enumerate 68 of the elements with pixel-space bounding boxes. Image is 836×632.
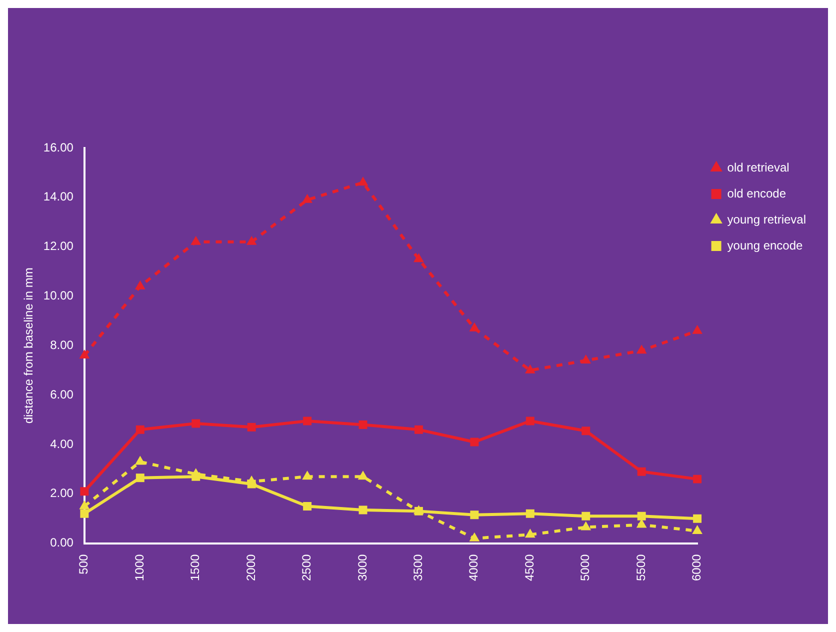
legend-label: old encode (727, 186, 786, 200)
point (136, 425, 144, 434)
point (79, 350, 90, 359)
point (247, 422, 256, 432)
point (358, 176, 368, 186)
point (134, 456, 146, 465)
point (526, 416, 534, 426)
x-tick-label: 1500 (188, 554, 202, 582)
point (302, 470, 312, 480)
y-tick-label: 4.00 (50, 436, 74, 451)
point (80, 487, 89, 496)
point (470, 510, 479, 520)
point (358, 470, 368, 480)
point (80, 509, 89, 518)
y-tick-label: 10.00 (43, 288, 74, 303)
point (414, 253, 424, 262)
point (469, 322, 480, 332)
point (469, 532, 480, 542)
y-tick-label: 12.00 (43, 239, 74, 254)
point (636, 518, 647, 528)
legend-label: young encode (727, 238, 804, 252)
x-tick-label: 3500 (411, 554, 426, 582)
point (358, 506, 368, 514)
legend-label: old retrieval (727, 160, 790, 174)
point (136, 474, 144, 482)
point (693, 474, 702, 484)
point (582, 426, 590, 436)
y-tick-label: 6.00 (50, 387, 74, 402)
point (358, 420, 368, 429)
x-tick-label: 3000 (355, 554, 370, 582)
x-tick-label: 1000 (132, 554, 146, 582)
x-tick-label: 5000 (578, 554, 592, 582)
x-tick-label: 4000 (466, 554, 481, 582)
point (79, 500, 90, 510)
y-tick-label: 14.00 (43, 190, 74, 204)
point (637, 512, 646, 520)
y-tick-label: 8.00 (50, 338, 74, 352)
point (692, 524, 702, 534)
point (303, 502, 312, 510)
point (414, 425, 423, 434)
y-axis-title: distance from baseline in mm (22, 268, 36, 424)
point (302, 194, 312, 203)
point (303, 416, 312, 426)
point (692, 324, 702, 334)
x-tick-label: 4500 (522, 554, 536, 582)
x-tick-label: 2000 (244, 554, 258, 582)
x-tick-label: 5500 (634, 554, 648, 582)
point (246, 236, 257, 245)
point (524, 364, 536, 374)
point (470, 438, 479, 446)
legend-label: young retrieval (727, 212, 806, 226)
y-tick-label: 2.00 (50, 486, 74, 500)
point (582, 512, 590, 520)
point (190, 236, 202, 245)
point (134, 280, 146, 290)
point (580, 521, 592, 530)
point (192, 419, 200, 428)
x-tick-label: 500 (76, 554, 91, 574)
point (636, 344, 647, 354)
point (580, 354, 592, 364)
point (637, 467, 646, 476)
y-tick-label: 16.00 (43, 140, 74, 154)
point (524, 528, 536, 538)
point (693, 514, 702, 523)
point (526, 509, 534, 518)
x-tick-label: 2500 (300, 554, 314, 582)
y-tick-label: 0.00 (50, 536, 74, 550)
x-tick-label: 6000 (690, 554, 704, 582)
